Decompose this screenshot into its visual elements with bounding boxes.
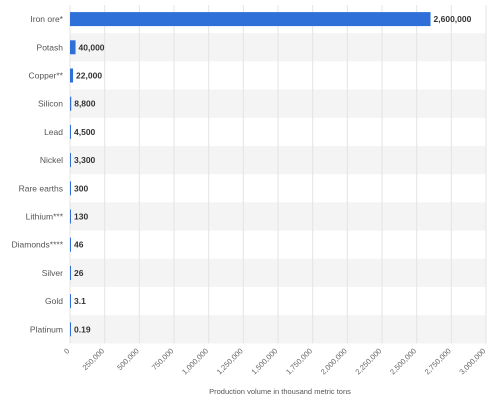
x-tick-label: 1,750,000 <box>284 346 314 376</box>
category-label: Iron ore* <box>30 14 63 24</box>
value-label: 0.19 <box>74 324 91 334</box>
category-label: Potash <box>37 42 64 52</box>
category-labels: Iron ore* Potash Copper** Silicon Lead Nickel… <box>12 14 64 334</box>
value-label: 22,000 <box>76 71 102 81</box>
bar <box>70 294 71 309</box>
value-label: 2,600,000 <box>434 14 472 24</box>
x-axis-title: Production volume in thousand metric ton… <box>209 387 351 396</box>
bar <box>70 96 72 111</box>
value-label: 40,000 <box>79 42 105 52</box>
x-tick-label: 1,250,000 <box>215 346 245 376</box>
bar <box>70 12 431 27</box>
category-label: Platinum <box>30 324 63 334</box>
x-tick-label: 500,000 <box>115 346 141 372</box>
grid-lines <box>69 5 487 344</box>
bars <box>70 12 431 337</box>
category-label: Copper** <box>29 71 64 81</box>
x-tick-label: 0 <box>62 346 71 355</box>
category-label: Diamonds**** <box>12 240 64 250</box>
value-labels: 2,600,000 40,000 22,000 8,800 4,500 3,300 300 1… <box>74 14 472 334</box>
category-label: Silicon <box>38 99 63 109</box>
value-label: 46 <box>74 240 84 250</box>
bar <box>70 124 71 139</box>
bar <box>70 237 71 252</box>
value-label: 4,500 <box>74 127 96 137</box>
bar <box>70 265 71 280</box>
category-label: Lithium*** <box>26 212 64 222</box>
bar <box>70 209 71 224</box>
value-label: 26 <box>74 268 84 278</box>
bar <box>70 68 74 83</box>
x-tick-label: 3,000,000 <box>457 346 487 376</box>
bar <box>70 181 71 196</box>
value-label: 300 <box>74 183 88 193</box>
bar <box>70 322 71 337</box>
x-tick-label: 2,750,000 <box>423 346 453 376</box>
category-label: Rare earths <box>19 183 63 193</box>
value-label: 130 <box>74 212 88 222</box>
value-label: 3.1 <box>74 296 86 306</box>
category-label: Silver <box>42 268 63 278</box>
bar <box>70 153 71 168</box>
category-label: Lead <box>44 127 63 137</box>
value-label: 8,800 <box>74 99 96 109</box>
category-label: Nickel <box>40 155 63 165</box>
x-tick-label: 750,000 <box>150 346 176 372</box>
x-tick-label: 1,000,000 <box>180 346 210 376</box>
x-tick-label: 2,500,000 <box>388 346 418 376</box>
x-tick-label: 250,000 <box>81 346 107 372</box>
x-tick-label: 2,000,000 <box>319 346 349 376</box>
bar <box>70 40 76 55</box>
category-label: Gold <box>45 296 63 306</box>
x-tick-labels: 0 250,000 500,000 750,000 1,000,000 1,250,000… <box>62 346 487 376</box>
x-tick-label: 1,500,000 <box>249 346 279 376</box>
value-label: 3,300 <box>74 155 96 165</box>
x-tick-label: 2,250,000 <box>353 346 383 376</box>
